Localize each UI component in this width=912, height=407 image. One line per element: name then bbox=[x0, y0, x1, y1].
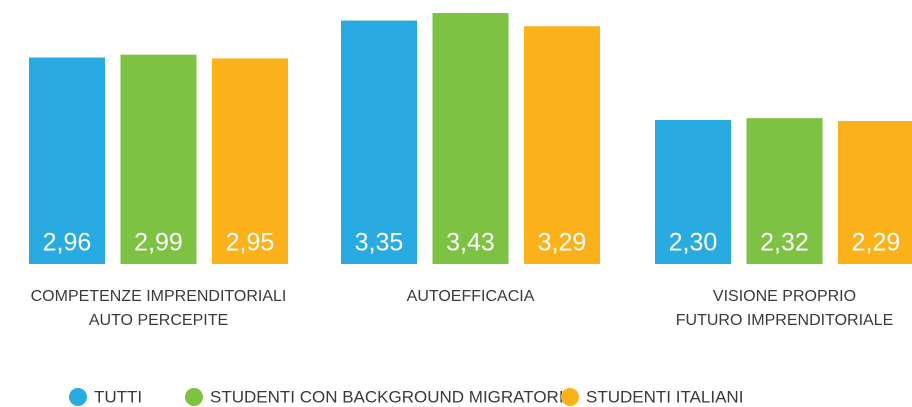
bar bbox=[212, 58, 288, 265]
legend-label: TUTTI bbox=[94, 387, 142, 406]
value-label: 2,95 bbox=[226, 229, 275, 257]
legend-swatch bbox=[185, 388, 203, 406]
bar bbox=[29, 57, 105, 264]
value-label: 2,99 bbox=[134, 229, 183, 257]
value-label: 2,32 bbox=[760, 229, 809, 257]
legend-swatch bbox=[561, 388, 579, 406]
category-label: AUTOEFFICACIA bbox=[406, 288, 535, 305]
value-label: 3,29 bbox=[538, 229, 587, 257]
bar bbox=[432, 13, 509, 264]
category-label: VISIONE PROPRIO FUTURO IMPRENDITORIALE bbox=[675, 288, 894, 329]
legend-label: STUDENTI ITALIANI bbox=[586, 387, 743, 406]
value-label: 2,30 bbox=[669, 229, 718, 257]
legend-label: STUDENTI CON BACKGROUND MIGRATORIO bbox=[210, 387, 577, 406]
value-label: 2,96 bbox=[43, 229, 92, 257]
value-label: 2,29 bbox=[852, 229, 901, 257]
bar bbox=[341, 20, 417, 264]
value-label: 3,35 bbox=[355, 229, 404, 257]
legend-swatch bbox=[69, 388, 87, 406]
bar bbox=[655, 120, 731, 265]
category-label: COMPETENZE IMPRENDITORIALI AUTO PERCEPIT… bbox=[30, 288, 287, 329]
bar bbox=[746, 118, 823, 264]
bar bbox=[524, 26, 600, 265]
bar bbox=[120, 54, 197, 264]
value-label: 3,43 bbox=[446, 229, 495, 257]
bar bbox=[838, 120, 912, 264]
